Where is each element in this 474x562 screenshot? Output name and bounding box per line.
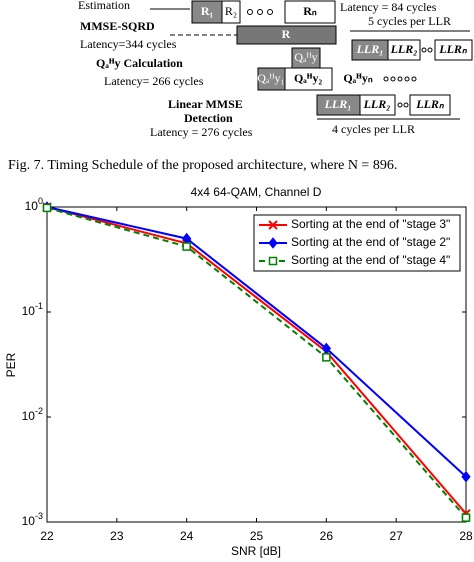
legend-marker — [268, 220, 278, 230]
diagram-label: Linear MMSE — [168, 97, 243, 111]
series-line — [46, 206, 467, 519]
block — [221, 0, 241, 24]
y-axis-label: PER — [4, 352, 18, 377]
block-label: R — [282, 27, 291, 41]
marker — [461, 470, 471, 483]
block-label: Qₐᴴy — [294, 50, 317, 64]
legend-label: Sorting at the end of "stage 3" — [291, 217, 450, 231]
x-tick-label: 24 — [180, 529, 194, 543]
dots — [397, 102, 409, 108]
block — [359, 94, 396, 116]
chart: 4x4 64-QAM, Channel D SNR [dB] PER 22 23 2… — [4, 185, 473, 558]
block-label: LLR₁ — [324, 97, 352, 111]
legend-marker — [268, 256, 278, 266]
legend-box — [253, 214, 461, 272]
block-label: R₁ — [201, 4, 214, 18]
timing-diagram: Estimation R₁ R₂ Rₙ Latency = 84 cycles … — [78, 0, 473, 139]
y-tick-label: 100 — [25, 196, 43, 213]
block-label: Rₙ — [303, 4, 317, 18]
marker — [322, 353, 331, 362]
marker — [42, 203, 52, 213]
series-line — [46, 206, 467, 515]
x-tick-label: 27 — [389, 529, 403, 543]
block — [284, 67, 333, 91]
block-label: R₂ — [225, 4, 237, 18]
block — [387, 39, 421, 61]
block — [236, 25, 337, 45]
x-tick-label: 23 — [110, 529, 124, 543]
x-tick-label: 26 — [320, 529, 334, 543]
dots — [421, 47, 433, 53]
block-label: LLRₙ — [415, 97, 445, 111]
block-label: LLR₁ — [356, 42, 384, 56]
diagram-label: Estimation — [78, 0, 130, 12]
block — [434, 39, 473, 61]
dots — [383, 76, 417, 82]
x-tick-label: 22 — [40, 529, 54, 543]
chart-title: 4x4 64-QAM, Channel D — [191, 185, 322, 199]
y-tick-label: 10-3 — [22, 511, 43, 528]
x-axis-label: SNR [dB] — [231, 544, 281, 558]
legend-label: Sorting at the end of "stage 2" — [291, 235, 450, 249]
y-tick-label: 10-1 — [22, 301, 43, 318]
diagram-label: MMSE-SQRD — [80, 19, 155, 33]
diagram-label: 4 cycles per LLR — [332, 122, 415, 136]
diagram-label: Latency = 84 cycles — [340, 0, 437, 14]
block-label: Qₐᴴy₁ — [257, 71, 284, 85]
diagram-label: Latency=344 cycles — [80, 37, 177, 51]
diagram-label: 5 cycles per LLR — [368, 14, 451, 28]
diagram-label: Latency = 276 cycles — [150, 125, 253, 139]
block — [409, 94, 451, 116]
marker — [461, 513, 471, 522]
legend-marker — [268, 237, 278, 249]
block-label: Qₐᴴy₂ — [294, 71, 323, 85]
block-label: LLR₂ — [363, 97, 391, 111]
block-label: Qₐᴴyₙ — [343, 71, 373, 85]
diagram-label: Latency= 266 cycles — [104, 74, 204, 88]
block — [284, 0, 336, 24]
caption: Fig. 7. Timing Schedule of the proposed … — [8, 158, 397, 173]
dots — [247, 9, 273, 15]
diagram-label: Qₐᴴy Calculation — [96, 56, 183, 70]
diagram-label: Detection — [184, 111, 233, 125]
legend-label: Sorting at the end of "stage 4" — [291, 253, 450, 267]
x-tick-label: 28 — [459, 529, 473, 543]
x-tick-label: 25 — [250, 529, 264, 543]
y-tick-label: 10-2 — [22, 406, 43, 423]
block-label: LLRₙ — [438, 42, 468, 56]
block-label: LLR₂ — [390, 42, 418, 56]
marker — [182, 242, 191, 251]
series-line — [46, 206, 467, 478]
